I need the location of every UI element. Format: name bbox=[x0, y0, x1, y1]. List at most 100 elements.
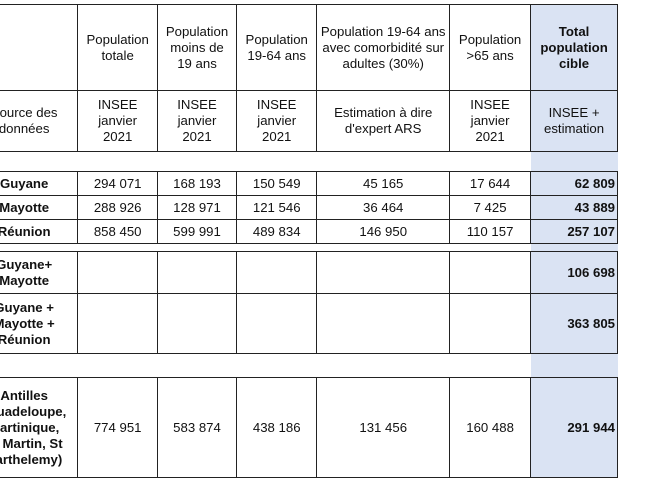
source-insee-cell: INSEE janvier 2021 bbox=[157, 90, 237, 152]
total-cell: 291 944 bbox=[530, 377, 618, 478]
empty-cell bbox=[77, 293, 158, 354]
source-row: Source des données INSEE janvier 2021 IN… bbox=[0, 90, 618, 152]
value-cell: 438 186 bbox=[235, 377, 318, 478]
empty-cell bbox=[157, 293, 237, 354]
value-cell: 774 951 bbox=[77, 377, 158, 478]
header-text: 19 ans bbox=[177, 55, 217, 71]
source-text: Source des bbox=[0, 105, 58, 120]
source-insee-cell: INSEE janvier 2021 bbox=[449, 90, 532, 152]
source-text: 2021 bbox=[262, 129, 292, 144]
value-cell: 121 546 bbox=[235, 195, 318, 220]
row-label-text: Martinique, bbox=[0, 419, 60, 435]
header-text: population bbox=[540, 39, 608, 55]
header-text: Population bbox=[165, 23, 229, 39]
header-text: totale bbox=[101, 47, 134, 63]
empty-cell bbox=[316, 293, 451, 354]
separator-row bbox=[0, 243, 618, 252]
separator-row bbox=[0, 353, 618, 378]
total-cell: 62 809 bbox=[530, 171, 618, 196]
header-text: moins de bbox=[170, 39, 224, 55]
separator-row bbox=[0, 151, 618, 172]
source-estimation-cell: Estimation à dire d'expert ARS bbox=[316, 90, 451, 152]
row-label-text: Réunion bbox=[0, 331, 51, 347]
header-text: Population bbox=[245, 31, 308, 47]
header-row: Population totale Population moins de 19… bbox=[0, 4, 618, 91]
empty-cell bbox=[316, 251, 451, 294]
header-text: Total bbox=[558, 23, 590, 39]
row-label-text: Guyane+ bbox=[0, 256, 53, 272]
value-cell: 45 165 bbox=[316, 171, 451, 196]
header-total-cible: Total population cible bbox=[530, 4, 618, 91]
source-text: 2021 bbox=[102, 129, 133, 144]
header-pop-totale: Population totale bbox=[77, 4, 158, 91]
row-label: Réunion bbox=[0, 219, 79, 244]
header-pop-65: Population >65 ans bbox=[449, 4, 532, 91]
value-cell: 489 834 bbox=[235, 219, 318, 244]
value-cell: 17 644 bbox=[449, 171, 532, 196]
header-pop-19-64: Population 19-64 ans bbox=[235, 4, 318, 91]
table-row: Mayotte 288 926 128 971 121 546 36 464 7… bbox=[0, 195, 618, 220]
value-cell: 131 456 bbox=[316, 377, 451, 478]
source-text: INSEE bbox=[470, 97, 510, 112]
value-cell: 583 874 bbox=[157, 377, 237, 478]
header-pop-moins19: Population moins de 19 ans bbox=[157, 4, 237, 91]
source-total-cell: INSEE + estimation bbox=[530, 90, 618, 152]
header-text: Population bbox=[458, 31, 522, 47]
row-label-text: Barthelemy) bbox=[0, 451, 63, 467]
source-text: janvier bbox=[257, 113, 297, 128]
row-label-text: St Martin, St bbox=[0, 435, 63, 451]
value-cell: 128 971 bbox=[157, 195, 237, 220]
source-text: 2021 bbox=[182, 129, 212, 144]
header-text: 19-64 ans bbox=[247, 47, 307, 63]
total-cell: 257 107 bbox=[530, 219, 618, 244]
source-text: 2021 bbox=[475, 129, 505, 144]
table-row: Guyane 294 071 168 193 150 549 45 165 17… bbox=[0, 171, 618, 196]
row-label-text: Mayotte + bbox=[0, 315, 55, 331]
row-label: Guyane bbox=[0, 171, 79, 196]
row-label: Mayotte bbox=[0, 195, 79, 220]
empty-cell bbox=[235, 251, 318, 294]
source-text: Estimation à dire bbox=[334, 105, 433, 120]
total-cell: 106 698 bbox=[530, 251, 618, 294]
population-table: Population totale Population moins de 19… bbox=[0, 4, 618, 478]
header-text: cible bbox=[559, 55, 590, 71]
empty-cell bbox=[449, 251, 532, 294]
header-text: >65 ans bbox=[466, 47, 514, 63]
row-label-text: Mayotte bbox=[0, 272, 50, 288]
source-text: d'expert ARS bbox=[344, 121, 422, 136]
total-cell: 43 889 bbox=[530, 195, 618, 220]
table-row: Réunion 858 450 599 991 489 834 146 950 … bbox=[0, 219, 618, 244]
row-label-text: (Guadeloupe, bbox=[0, 403, 67, 419]
value-cell: 858 450 bbox=[77, 219, 158, 244]
header-empty-cell bbox=[0, 4, 79, 91]
value-cell: 146 950 bbox=[316, 219, 451, 244]
empty-cell bbox=[77, 251, 158, 294]
empty-cell bbox=[449, 293, 532, 354]
source-insee-cell: INSEE janvier 2021 bbox=[77, 90, 158, 152]
antilles-row: Antilles (Guadeloupe, Martinique, St Mar… bbox=[0, 377, 618, 478]
value-cell: 7 425 bbox=[449, 195, 532, 220]
subtotal-row: Guyane + Mayotte + Réunion 363 805 bbox=[0, 293, 618, 354]
value-cell: 150 549 bbox=[235, 171, 318, 196]
row-label: Guyane+ Mayotte bbox=[0, 251, 79, 294]
total-cell: 363 805 bbox=[530, 293, 618, 354]
row-label: Guyane + Mayotte + Réunion bbox=[0, 293, 79, 354]
value-cell: 168 193 bbox=[157, 171, 237, 196]
header-text: avec comorbidité sur bbox=[322, 39, 445, 55]
source-text: données bbox=[0, 121, 50, 136]
header-text: adultes (30%) bbox=[342, 55, 424, 71]
source-text: INSEE bbox=[97, 97, 138, 112]
source-text: INSEE bbox=[256, 97, 297, 112]
source-text: janvier bbox=[177, 113, 217, 128]
value-cell: 160 488 bbox=[449, 377, 532, 478]
source-text: INSEE bbox=[177, 97, 217, 112]
value-cell: 36 464 bbox=[316, 195, 451, 220]
source-text: estimation bbox=[544, 121, 605, 136]
subtotal-row: Guyane+ Mayotte 106 698 bbox=[0, 251, 618, 294]
source-text: janvier bbox=[470, 113, 510, 128]
header-pop-comorbidite: Population 19-64 ans avec comorbidité su… bbox=[316, 4, 451, 91]
empty-cell bbox=[235, 293, 318, 354]
row-label: Antilles (Guadeloupe, Martinique, St Mar… bbox=[0, 377, 79, 478]
value-cell: 110 157 bbox=[449, 219, 532, 244]
source-label-cell: Source des données bbox=[0, 90, 79, 152]
